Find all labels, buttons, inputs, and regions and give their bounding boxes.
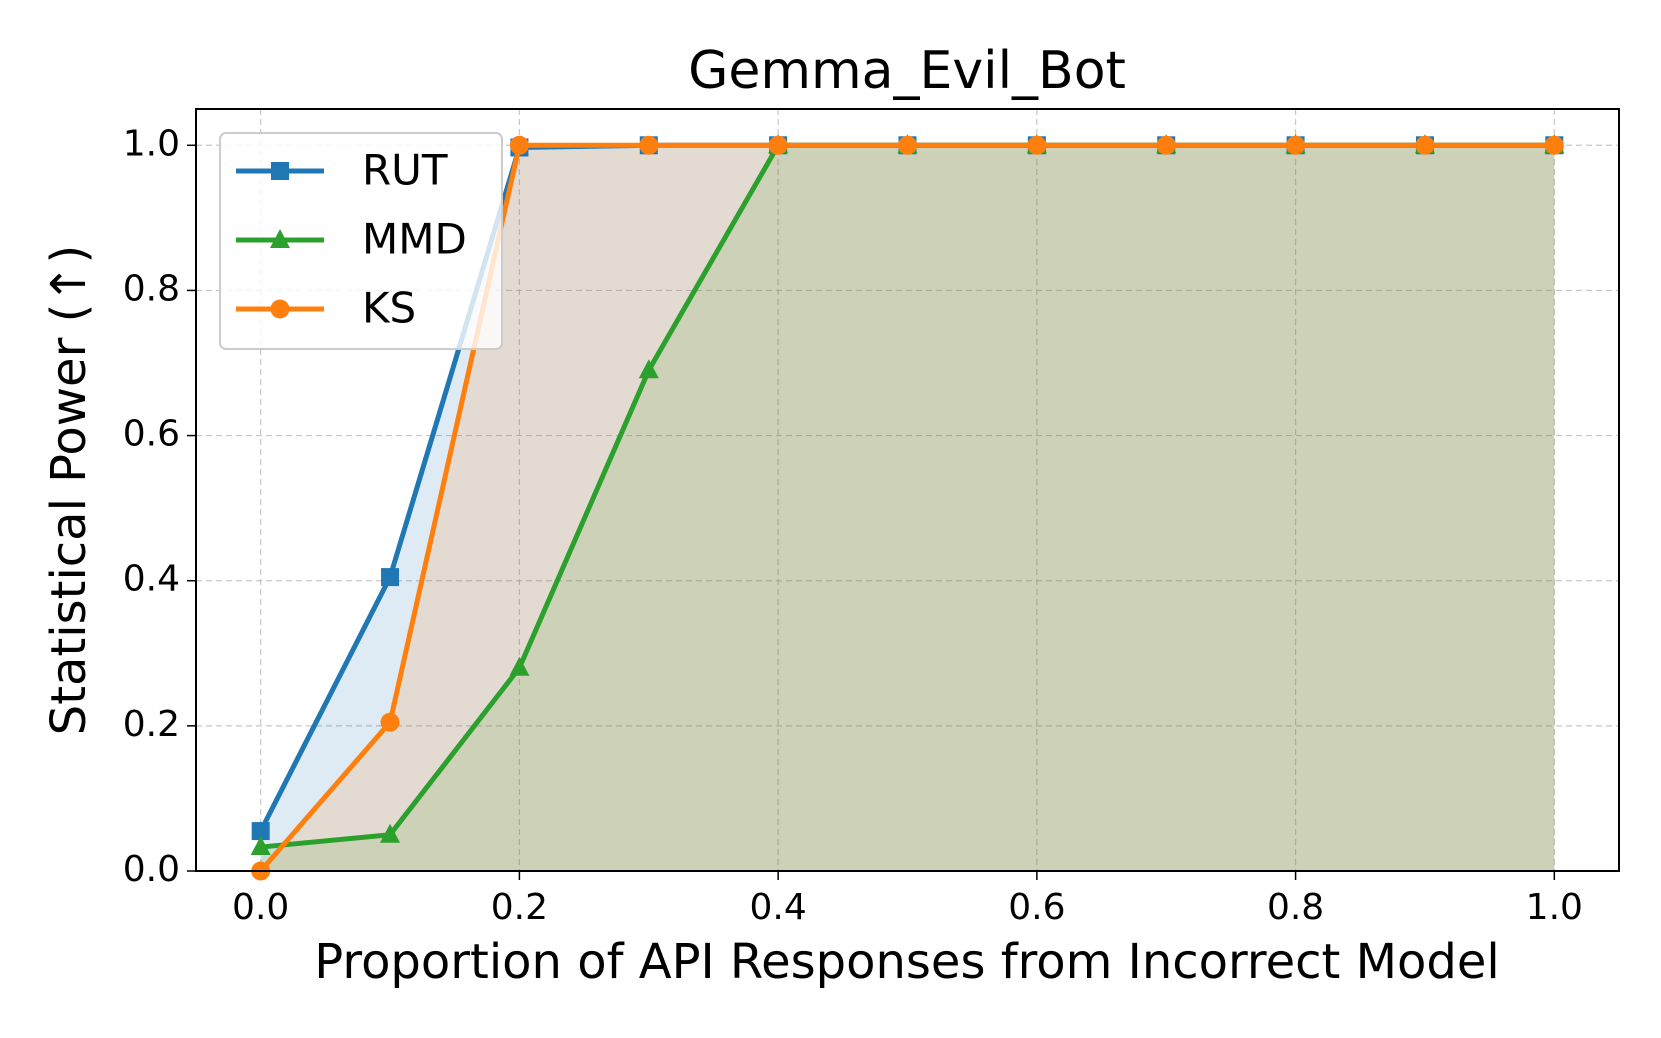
x-tick-label: 0.0 <box>232 887 289 928</box>
marker <box>251 822 270 841</box>
marker <box>250 836 271 856</box>
marker <box>1544 135 1564 155</box>
marker <box>509 135 529 155</box>
marker <box>1415 135 1435 155</box>
legend-box <box>219 132 503 350</box>
marker <box>380 712 400 732</box>
marker <box>509 656 530 676</box>
x-tick-label: 0.8 <box>1267 887 1324 928</box>
area <box>260 145 1555 872</box>
y-tick-label: 0.8 <box>123 268 180 309</box>
marker <box>639 135 659 155</box>
chart-title: Gemma_Evil_Bot <box>688 41 1126 101</box>
marker <box>768 135 788 155</box>
area <box>260 145 1555 872</box>
x-tick-label: 0.2 <box>491 887 548 928</box>
y-axis-label: Statistical Power (↑) <box>41 245 97 735</box>
legend-marker <box>270 299 290 319</box>
legend-marker <box>270 229 290 248</box>
area <box>260 145 1555 872</box>
x-axis-label: Proportion of API Responses from Incorre… <box>314 934 1499 990</box>
marker <box>380 823 401 843</box>
legend-label: RUT <box>362 146 448 195</box>
marker <box>1027 135 1047 155</box>
marker <box>898 135 917 155</box>
y-tick-label: 0.4 <box>123 559 180 600</box>
y-tick-label: 0.0 <box>123 849 180 890</box>
legend: RUT MMD KS <box>219 132 503 350</box>
x-tick-label: 0.4 <box>750 887 807 928</box>
x-tick-label: 1.0 <box>1526 887 1583 928</box>
legend-marker <box>271 162 289 180</box>
y-tick-label: 0.6 <box>123 414 180 455</box>
marker <box>638 359 659 379</box>
plot-frame <box>195 108 1620 872</box>
marker <box>1156 135 1176 155</box>
legend-label: MMD <box>362 215 467 264</box>
x-tick-label: 0.6 <box>1008 887 1065 928</box>
y-tick-label: 0.2 <box>123 704 180 745</box>
marker <box>1286 135 1306 155</box>
legend-label: KS <box>362 284 416 333</box>
y-tick-label: 1.0 <box>123 123 180 164</box>
marker <box>381 568 400 587</box>
